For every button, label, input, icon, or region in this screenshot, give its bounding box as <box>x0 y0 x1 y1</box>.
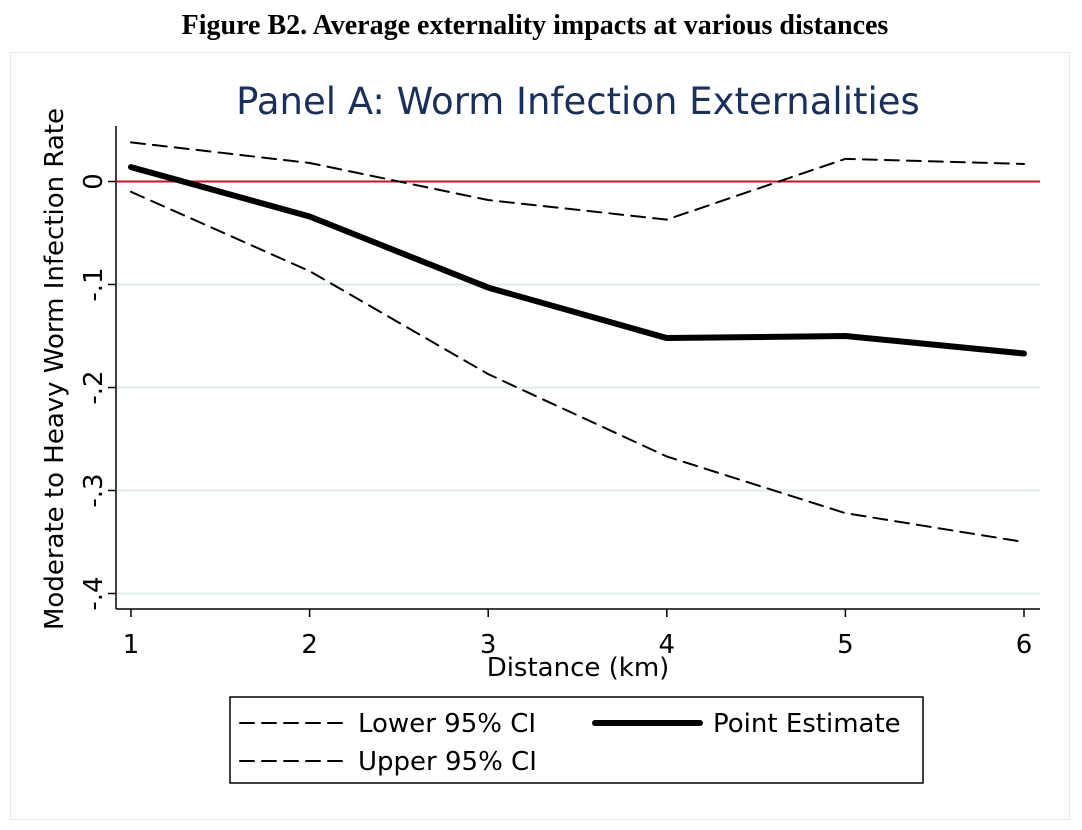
y-tick-label: -.1 <box>79 267 109 301</box>
y-tick-label: -.4 <box>79 576 109 610</box>
x-tick-label: 4 <box>659 630 676 660</box>
gridlines <box>116 283 1040 595</box>
x-tick-label: 3 <box>480 630 497 660</box>
x-tick-label: 1 <box>123 630 140 660</box>
series-line-upper-95-ci <box>130 141 1025 221</box>
figure-title: Figure B2. Average externality impacts a… <box>181 10 889 41</box>
legend-label: Upper 95% CI <box>358 747 537 777</box>
x-tick-label: 6 <box>1016 630 1033 660</box>
y-tick-label: -.2 <box>79 370 109 404</box>
y-tick-label: 0 <box>79 173 109 190</box>
series-lines <box>116 141 1040 543</box>
axes: 0 -.1 -.2 -.3 -.4 1 2 3 4 5 6 <box>79 126 1040 660</box>
legend-label: Lower 95% CI <box>358 709 536 739</box>
legend: Lower 95% CI Point Estimate Upper 95% CI <box>229 696 924 784</box>
legend-box <box>229 696 924 784</box>
series-line-point-estimate <box>128 164 1027 357</box>
x-tick-label: 5 <box>837 630 854 660</box>
chart-title: Panel A: Worm Infection Externalities <box>236 80 920 123</box>
x-axis-label: Distance (km) <box>487 653 670 683</box>
legend-label: Point Estimate <box>713 709 901 739</box>
y-tick-label: -.3 <box>79 473 109 507</box>
x-tick-label: 2 <box>301 630 318 660</box>
y-axis-label: Moderate to Heavy Worm Infection Rate <box>40 108 70 630</box>
series-line-lower-95-ci <box>130 190 1025 543</box>
